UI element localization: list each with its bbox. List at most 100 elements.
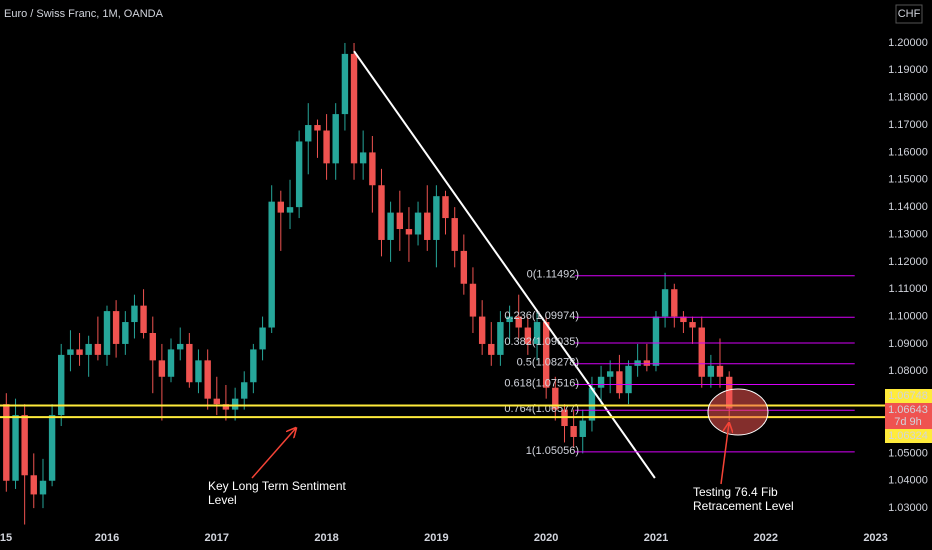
candle-body — [570, 426, 577, 437]
y-tick-label: 1.11000 — [889, 283, 928, 295]
candle-body — [552, 387, 559, 410]
level-price: 1.06324 — [888, 430, 928, 442]
annotation: Testing 76.4 Fib — [693, 485, 778, 499]
candle-body — [579, 420, 586, 437]
candle-body — [305, 125, 312, 142]
x-tick-label: 2020 — [534, 532, 558, 544]
y-tick-label: 1.20000 — [888, 37, 928, 49]
candle-body — [167, 349, 175, 377]
last-price: 1.06643 — [888, 404, 928, 416]
level-price-box — [885, 429, 932, 443]
candle-body — [277, 201, 284, 213]
highlight-ellipse — [707, 388, 769, 436]
y-tick-label: 1.19000 — [888, 64, 928, 76]
candle-body — [542, 322, 550, 388]
candle-body — [451, 218, 458, 251]
candle-body — [506, 316, 513, 323]
arrow — [720, 423, 729, 485]
level-price-box — [885, 389, 932, 403]
candle-body — [204, 360, 211, 399]
candle-body — [698, 327, 705, 377]
candle-body — [12, 415, 19, 481]
candle-body — [652, 316, 660, 366]
y-tick-label: 1.08000 — [888, 365, 928, 377]
x-tick-label: 2019 — [424, 532, 448, 544]
candle-body — [122, 322, 129, 344]
y-tick-label: 1.10000 — [888, 310, 928, 322]
y-tick-label: 1.12000 — [888, 256, 928, 268]
candle-body — [597, 376, 605, 388]
candle-body — [112, 311, 120, 344]
candle-body — [323, 130, 330, 164]
annotation: Level — [208, 493, 237, 507]
candle-body — [716, 365, 724, 377]
candle-body — [460, 250, 468, 284]
candle-body — [94, 343, 102, 355]
candle-body — [241, 382, 248, 399]
candle-body — [488, 343, 495, 355]
candle-body — [497, 322, 504, 355]
candle-body — [67, 349, 74, 355]
candle-body — [286, 207, 294, 213]
y-tick-label: 1.18000 — [888, 92, 928, 104]
candle-body — [378, 185, 385, 240]
x-tick-label: 2017 — [205, 532, 229, 544]
candle-body — [469, 283, 477, 317]
x-tick-label: 2023 — [863, 532, 887, 544]
candle-body — [350, 53, 358, 164]
candle-body — [268, 201, 275, 328]
candle-body — [213, 398, 220, 405]
candle-body — [433, 196, 440, 240]
candle-body — [616, 371, 623, 394]
y-tick-label: 1.04000 — [888, 475, 928, 487]
candle-body — [231, 398, 239, 410]
candle-body — [149, 332, 156, 361]
y-tick-label: 1.15000 — [888, 174, 928, 186]
candle-body — [186, 343, 193, 383]
candle-body — [387, 212, 394, 240]
currency[interactable]: CHF — [898, 8, 921, 20]
candle-body — [588, 387, 596, 421]
candle-body — [85, 343, 92, 355]
candle-body — [140, 305, 147, 333]
candle-body — [3, 404, 10, 481]
candle-body — [195, 360, 202, 383]
candle-body — [680, 316, 687, 323]
level-price: 1.06748 — [888, 390, 928, 402]
y-tick-label: 1.13000 — [888, 228, 928, 240]
candle-body — [21, 415, 28, 476]
trendline — [353, 50, 656, 479]
candle-body — [478, 316, 486, 344]
candle-body — [103, 311, 111, 355]
candle-body — [341, 53, 349, 115]
currency-box[interactable] — [895, 4, 923, 24]
y-tick-label: 1.09000 — [888, 338, 928, 350]
x-tick-label: 15 — [0, 532, 12, 544]
y-tick-label: 1.03000 — [888, 502, 928, 514]
candle-body — [533, 322, 541, 344]
candle-body — [689, 322, 696, 328]
y-tick-label: 1.05000 — [888, 447, 928, 459]
candle-body — [515, 316, 522, 328]
candle-body — [131, 305, 138, 323]
candle-body — [442, 196, 449, 219]
candle-body — [222, 404, 230, 410]
fib-label: 1(1.05056) — [526, 445, 579, 457]
candle-body — [634, 360, 641, 366]
last-price-box — [885, 403, 932, 429]
candle-body — [396, 212, 404, 230]
x-tick-label: 2016 — [95, 532, 119, 544]
candle-body — [48, 415, 56, 481]
y-tick-label: 1.14000 — [888, 201, 928, 213]
fib-label: 0.382(1.09035) — [504, 336, 579, 348]
fib-label: 0.5(1.08278) — [517, 357, 579, 369]
candle-body — [707, 365, 715, 377]
candle-body — [39, 480, 47, 495]
fib-label: 0.236(1.09974) — [504, 310, 579, 322]
candle-body — [424, 212, 431, 240]
candle-body — [643, 360, 651, 366]
arrow — [251, 428, 296, 479]
annotation: Key Long Term Sentiment — [208, 479, 347, 493]
y-tick-label: 1.17000 — [888, 119, 928, 131]
